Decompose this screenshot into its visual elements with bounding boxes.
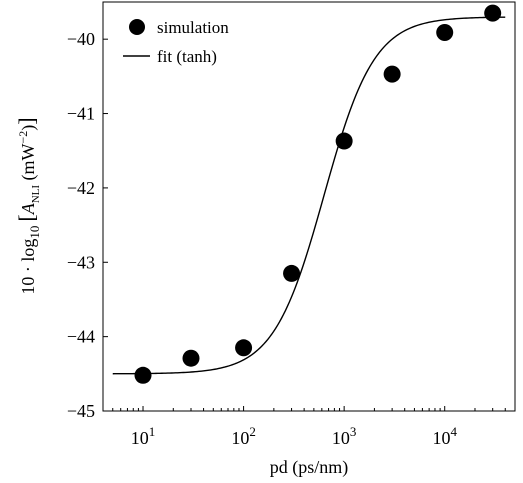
x-tick-label: 104 <box>432 424 457 448</box>
y-tick-label: −41 <box>67 104 95 124</box>
y-tick-label: −44 <box>67 327 95 347</box>
y-axis-label: 10 · log10 [ANLI (mW−2)] <box>14 117 42 294</box>
simulation-point <box>335 132 353 150</box>
y-axis-label-unit: (mW <box>18 143 39 184</box>
y-axis-label-bracket-close: ] <box>14 117 39 124</box>
y-axis-label-var: A <box>18 202 38 215</box>
legend: simulation fit (tanh) <box>123 18 229 66</box>
x-tick-label: 101 <box>131 424 156 448</box>
x-tick-label: 102 <box>231 424 256 448</box>
simulation-point <box>182 349 200 367</box>
y-axis-label-unit-exp: −2 <box>16 131 30 144</box>
legend-label-fit: fit (tanh) <box>157 47 217 66</box>
simulation-point <box>436 23 454 41</box>
plot-frame <box>102 1 516 412</box>
x-axis-ticks: 101 102 103 104 <box>102 406 516 448</box>
simulation-point <box>283 264 301 282</box>
legend-label-simulation: simulation <box>157 18 229 37</box>
simulation-point <box>235 339 253 357</box>
y-axis-label-var-sub: NLI <box>30 185 42 204</box>
x-axis-label: pd (ps/nm) <box>270 457 349 478</box>
y-axis-label-log-sub: 10 <box>27 226 42 239</box>
y-tick-label: −40 <box>67 29 95 49</box>
x-tick-label: 103 <box>332 424 357 448</box>
y-tick-label: −42 <box>67 178 95 198</box>
simulation-markers <box>134 4 502 384</box>
simulation-point <box>484 4 502 22</box>
legend-marker-simulation <box>129 19 145 35</box>
y-axis-ticks: −45 −44 −43 −42 −41 −40 <box>67 29 108 421</box>
y-tick-label: −43 <box>67 252 95 272</box>
simulation-point <box>383 65 401 83</box>
fit-curve <box>112 16 506 375</box>
y-tick-label: −45 <box>67 401 95 421</box>
y-axis-label-bracket-open: [ <box>14 214 39 221</box>
y-axis-label-unit-close: ) <box>18 125 39 131</box>
y-axis-label-prefix: 10 · log <box>18 239 38 295</box>
simulation-point <box>134 366 152 384</box>
